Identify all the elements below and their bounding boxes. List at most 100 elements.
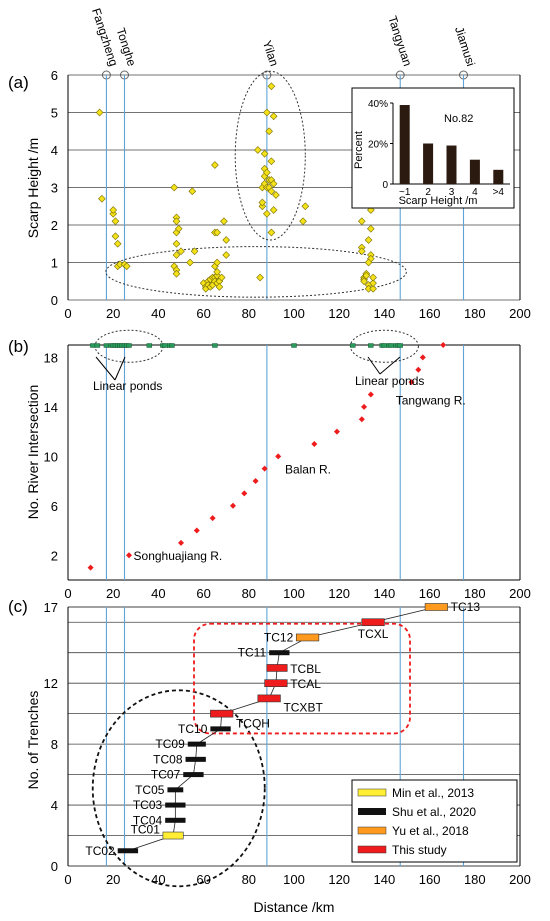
a-xtick-20: 20: [106, 306, 120, 321]
river-point-9: [275, 453, 282, 460]
c-ytick-12: 12: [44, 676, 58, 691]
scarp-point-70: [267, 228, 276, 237]
a-xtick-100: 100: [283, 306, 305, 321]
scarp-point-24: [190, 247, 199, 256]
inset-ytick-1: 20%: [368, 140, 388, 151]
river-point-17: [419, 354, 426, 361]
scarp-point-38: [213, 258, 221, 267]
c-xtick-120: 120: [328, 872, 350, 887]
trench-label-TC11: TC11: [238, 646, 267, 660]
b-xtick-60: 60: [196, 586, 210, 601]
legend-label-shu: Shu et al., 2020: [392, 805, 476, 819]
trench-bar-TC05: [167, 787, 184, 793]
scarp-point-93: [369, 279, 377, 287]
ellipse-shu-trenches: [91, 689, 266, 888]
trench-bar-TC02: [117, 848, 139, 854]
b-ytick-2: 2: [51, 548, 58, 563]
b-xtick-200: 200: [509, 586, 531, 601]
trench-label-TC09: TC09: [155, 737, 185, 751]
b-xtick-120: 120: [328, 586, 350, 601]
legend-swatch-min: [357, 788, 387, 797]
scarp-point-44: [211, 161, 219, 169]
trench-bar-TC13: [424, 603, 448, 611]
river-point-14: [367, 391, 374, 398]
b-xtick-0: 0: [64, 586, 71, 601]
a-xtick-0: 0: [64, 306, 71, 321]
scarp-point-1: [98, 194, 106, 203]
river-label-2: Tangwang R.: [396, 393, 466, 407]
scarp-point-59: [263, 168, 271, 177]
legend-label-this: This study: [392, 843, 447, 857]
a-xtick-80: 80: [242, 306, 256, 321]
river-point-16: [415, 366, 422, 373]
b-xtick-100: 100: [283, 586, 305, 601]
c-xtick-0: 0: [64, 872, 71, 887]
a-xtick-40: 40: [151, 306, 165, 321]
b-xtick-80: 80: [242, 586, 256, 601]
scarp-point-69: [267, 187, 276, 196]
trench-bar-TC01: [162, 831, 184, 840]
a-ytick-6: 6: [51, 68, 58, 83]
panel-c-ylabel: No. of Trenches: [25, 691, 41, 790]
scarp-point-95: [364, 258, 373, 267]
trench-label-TCXBT: TCXBT: [283, 700, 323, 714]
river-point-10: [311, 440, 318, 447]
c-ytick-0: 0: [51, 859, 58, 874]
c-xtick-40: 40: [151, 872, 165, 887]
scarp-point-84: [362, 271, 371, 280]
scarp-point-66: [267, 82, 276, 91]
scarp-point-47: [220, 217, 228, 226]
scarp-point-85: [364, 236, 373, 244]
trench-label-TCAL: TCAL: [290, 677, 321, 691]
panel-b-ponds: [90, 343, 403, 348]
pond-16: [169, 343, 175, 348]
scarp-point-51: [256, 273, 264, 282]
trench-label-TC12: TC12: [264, 630, 294, 644]
a-xtick-180: 180: [464, 306, 486, 321]
c-xtick-200: 200: [509, 872, 531, 887]
scarp-point-79: [357, 247, 366, 256]
inset-xtick-0: ~1: [399, 187, 411, 198]
pond-leader-east-2: [379, 356, 401, 375]
trench-label-TC02: TC02: [85, 844, 115, 858]
a-ytick-5: 5: [51, 106, 58, 121]
location-label-3: Tangyuan: [385, 14, 414, 68]
panel-a-ellipses: [105, 70, 407, 298]
a-ytick-0: 0: [51, 293, 58, 308]
scarp-point-15: [172, 239, 181, 248]
trench-bar-TCXBT: [257, 694, 281, 703]
river-point-7: [252, 478, 259, 485]
river-point-0: [87, 564, 94, 571]
location-label-2: Yilan: [260, 39, 281, 68]
trench-label-TC13: TC13: [451, 600, 481, 614]
river-point-4: [209, 515, 216, 522]
scarp-point-11: [170, 183, 179, 192]
ellipse-low-scarps: [105, 246, 407, 298]
scarp-point-0: [95, 108, 104, 117]
pond-27: [397, 343, 403, 348]
river-point-5: [229, 502, 236, 509]
inset-bar-chart: No.82 Percent Scarp Height /m 0 20% 40% ~1 2…: [351, 87, 515, 209]
inset-ylabel: Percent: [353, 131, 365, 169]
trench-bar-TCBL: [266, 664, 288, 672]
inset-xtick-1: 2: [425, 187, 431, 198]
inset-xlabel: Scarp Height /m: [399, 195, 478, 207]
inset-ytick-2: 40%: [368, 99, 388, 110]
pond-1: [94, 343, 101, 348]
river-point-3: [193, 527, 200, 534]
c-ytick-4: 4: [51, 798, 58, 813]
scarp-point-6: [113, 239, 122, 248]
trench-bar-TC09: [187, 741, 206, 747]
trench-bar-TC10: [210, 726, 231, 732]
scarp-point-48: [222, 236, 231, 244]
b-xtick-180: 180: [464, 586, 486, 601]
panel-c-xlabel: Distance /km: [254, 899, 335, 915]
river-point-18: [440, 342, 447, 348]
river-label-1: Balan R.: [285, 463, 331, 477]
scarp-point-20: [172, 269, 181, 278]
inset-xtick-3: 4: [472, 187, 478, 198]
river-point-2: [178, 539, 184, 546]
b-ytick-6: 6: [51, 499, 58, 514]
